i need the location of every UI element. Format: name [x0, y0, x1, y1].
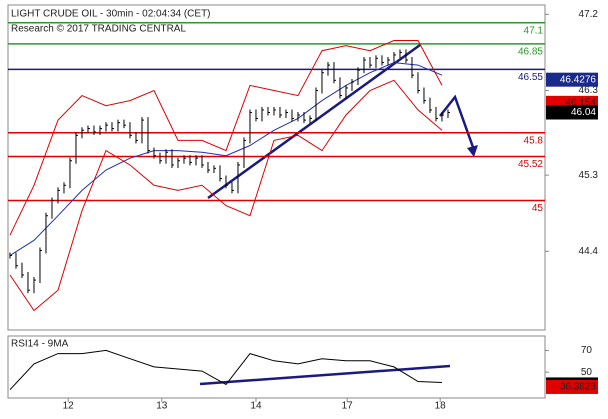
y-tick-label: 70 [581, 345, 593, 356]
price-box [546, 105, 598, 120]
x-tick-label: 18 [435, 401, 447, 412]
chart-title: LIGHT CRUDE OIL - 30min - 02:04:34 (CET) [11, 9, 211, 20]
y-tick-label: 47.2 [579, 9, 599, 20]
trend-line [207, 43, 421, 200]
level-label: 46.55 [518, 72, 543, 83]
price-box-label: 46.04 [571, 107, 596, 118]
moving-average [9, 62, 443, 256]
x-tick-label: 17 [342, 401, 354, 412]
lower-band [9, 79, 443, 312]
arrow-head [467, 145, 478, 157]
rsi-trend-line [199, 364, 451, 386]
price-box-label: 46.4276 [560, 74, 597, 85]
y-tick-label: 44.4 [579, 246, 599, 257]
x-tick-label: 13 [156, 401, 168, 412]
level-label: 47.1 [524, 25, 544, 36]
price-box [546, 379, 598, 394]
upper-band [9, 40, 443, 236]
forecast-arrow [439, 94, 476, 151]
price-frame [7, 4, 546, 331]
rsi-line [9, 349, 443, 391]
rsi-title: RSI14 - 9MA [11, 339, 69, 350]
x-tick-label: 12 [63, 401, 75, 412]
level-label: 46.85 [518, 47, 543, 58]
price-box-label: 36.3828 [560, 382, 597, 393]
level-label: 45 [532, 203, 544, 214]
chart-subtitle: Research © 2017 TRADING CENTRAL [11, 24, 186, 35]
level-label: 45.8 [524, 135, 544, 146]
level-label: 45.52 [518, 159, 543, 170]
rsi-frame [7, 335, 546, 399]
x-tick-label: 14 [250, 401, 262, 412]
price-box [546, 72, 598, 87]
y-tick-label: 45.3 [579, 170, 599, 181]
price-box-label: 46.154 [565, 97, 596, 108]
y-tick-label: 50 [581, 367, 593, 378]
y-tick-label: 46.3 [579, 85, 599, 96]
